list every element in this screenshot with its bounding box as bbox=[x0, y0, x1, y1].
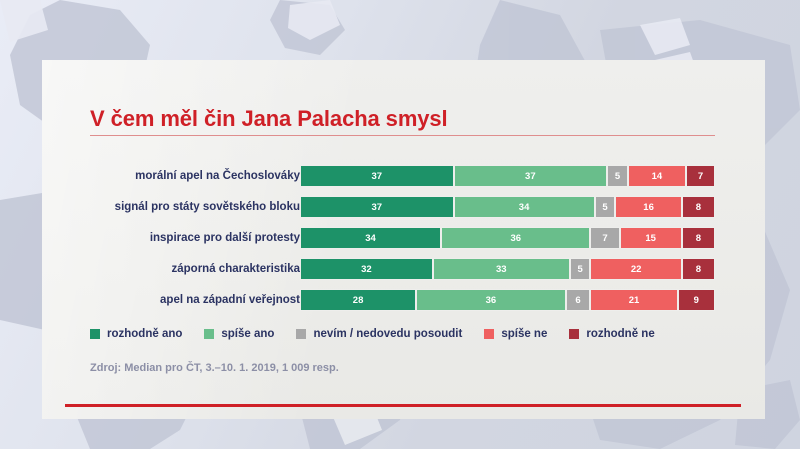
category-label: záporná charakteristika bbox=[171, 263, 300, 275]
bar-segment: 34 bbox=[300, 227, 442, 249]
legend-item: spíše ne bbox=[484, 328, 547, 340]
bar-segment: 36 bbox=[416, 289, 566, 311]
bar-segment: 15 bbox=[619, 227, 682, 249]
chart-legend: rozhodně ano spíše ano nevím / nedovedu po… bbox=[90, 328, 677, 340]
chart-row: morální apel na Čechoslováky 37 37 5 14 7 bbox=[42, 165, 765, 187]
bar-segment: 37 bbox=[300, 196, 454, 218]
chart-card: V čem měl čin Jana Palacha smysl morální… bbox=[42, 60, 765, 419]
legend-item: rozhodně ano bbox=[90, 328, 182, 340]
segment-value: 7 bbox=[697, 170, 704, 182]
bar-segment: 34 bbox=[453, 196, 595, 218]
legend-item: nevím / nedovedu posoudit bbox=[296, 328, 462, 340]
chart-row: apel na západní veřejnost 28 36 6 21 9 bbox=[42, 289, 765, 311]
category-label: apel na západní veřejnost bbox=[160, 294, 300, 306]
segment-value: 15 bbox=[645, 232, 656, 244]
category-label: morální apel na Čechoslováky bbox=[135, 170, 300, 182]
legend-swatch-icon bbox=[569, 329, 580, 339]
category-label: signál pro státy sovětského bloku bbox=[114, 201, 300, 213]
legend-swatch-icon bbox=[296, 329, 307, 339]
legend-label: nevím / nedovedu posoudit bbox=[313, 328, 463, 340]
bar-segment: 37 bbox=[300, 165, 454, 187]
segment-value: 37 bbox=[371, 170, 383, 182]
segment-value: 34 bbox=[365, 232, 376, 244]
bar-segment: 36 bbox=[441, 227, 591, 249]
bar-segment: 28 bbox=[300, 289, 417, 311]
segment-value: 36 bbox=[485, 294, 497, 306]
legend-label: spíše ano bbox=[221, 328, 275, 340]
segment-value: 6 bbox=[575, 294, 581, 306]
legend-swatch-icon bbox=[90, 329, 100, 339]
segment-value: 5 bbox=[602, 201, 608, 213]
segment-value: 5 bbox=[614, 170, 621, 182]
bar-segment: 22 bbox=[590, 258, 682, 280]
segment-value: 21 bbox=[628, 294, 640, 306]
segment-value: 5 bbox=[577, 263, 583, 275]
segment-value: 22 bbox=[630, 263, 642, 275]
segment-value: 14 bbox=[651, 170, 663, 182]
source-note: Zdroj: Median pro ČT, 3.–10. 1. 2019, 1 … bbox=[90, 362, 339, 374]
chart-row: inspirace pro další protesty 34 36 7 15 8 bbox=[42, 227, 765, 249]
segment-value: 34 bbox=[518, 201, 530, 213]
bar-segment: 16 bbox=[615, 196, 682, 218]
stacked-bar: 28 36 6 21 9 bbox=[300, 289, 715, 311]
bar-segment: 7 bbox=[685, 165, 715, 187]
bar-segment: 32 bbox=[300, 258, 433, 280]
legend-swatch-icon bbox=[484, 329, 495, 339]
segment-value: 8 bbox=[695, 201, 702, 213]
segment-value: 16 bbox=[643, 201, 654, 213]
stacked-bar: 34 36 7 15 8 bbox=[300, 227, 715, 249]
bar-segment: 5 bbox=[607, 165, 628, 187]
footer-accent-rule bbox=[65, 404, 741, 407]
legend-label: rozhodně ano bbox=[107, 328, 183, 340]
stacked-bar: 32 33 5 22 8 bbox=[300, 258, 715, 280]
title-underline bbox=[90, 135, 715, 136]
legend-label: rozhodně ne bbox=[586, 328, 655, 340]
segment-value: 8 bbox=[695, 232, 702, 244]
bar-segment: 5 bbox=[569, 258, 591, 280]
legend-item: rozhodně ne bbox=[569, 328, 655, 340]
bar-segment: 5 bbox=[594, 196, 616, 218]
bar-segment: 14 bbox=[627, 165, 686, 187]
segment-value: 37 bbox=[371, 201, 383, 213]
segment-value: 32 bbox=[361, 263, 372, 275]
bar-segment: 9 bbox=[677, 289, 715, 311]
chart-row: signál pro státy sovětského bloku 37 34 5 16… bbox=[42, 196, 765, 218]
bar-segment: 8 bbox=[681, 258, 715, 280]
segment-value: 36 bbox=[510, 232, 522, 244]
bar-segment: 21 bbox=[590, 289, 678, 311]
chart-row: záporná charakteristika 32 33 5 22 8 bbox=[42, 258, 765, 280]
segment-value: 8 bbox=[695, 263, 702, 275]
legend-label: spíše ne bbox=[501, 328, 548, 340]
bar-segment: 8 bbox=[681, 227, 715, 249]
segment-value: 28 bbox=[352, 294, 364, 306]
stacked-bar: 37 34 5 16 8 bbox=[300, 196, 715, 218]
bar-segment: 6 bbox=[565, 289, 591, 311]
segment-value: 7 bbox=[602, 232, 608, 244]
bar-segment: 33 bbox=[432, 258, 570, 280]
category-label: inspirace pro další protesty bbox=[149, 232, 300, 244]
bar-segment: 8 bbox=[681, 196, 715, 218]
bar-segment: 7 bbox=[590, 227, 620, 249]
stacked-bar: 37 37 5 14 7 bbox=[300, 165, 715, 187]
stacked-bar-chart: morální apel na Čechoslováky 37 37 5 14 7 sign… bbox=[42, 165, 765, 320]
chart-title: V čem měl čin Jana Palacha smysl bbox=[90, 106, 448, 131]
segment-value: 9 bbox=[693, 294, 699, 306]
legend-item: spíše ano bbox=[204, 328, 274, 340]
legend-swatch-icon bbox=[204, 329, 215, 339]
segment-value: 37 bbox=[525, 170, 536, 182]
bar-segment: 37 bbox=[453, 165, 608, 187]
segment-value: 33 bbox=[495, 263, 507, 275]
